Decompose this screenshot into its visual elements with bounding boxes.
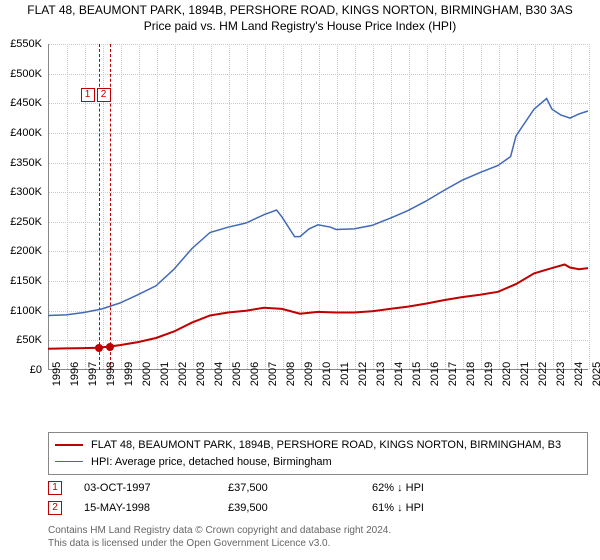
x-axis-label: 1995 [51, 362, 63, 386]
legend-swatch [55, 444, 83, 446]
x-axis-label: 2019 [483, 362, 495, 386]
x-axis-label: 2016 [429, 362, 441, 386]
x-axis-label: 2006 [249, 362, 261, 386]
transaction-date: 15-MAY-1998 [66, 502, 206, 514]
y-axis-label: £300K [10, 186, 42, 198]
transactions-table: 1 03-OCT-1997 £37,500 62% ↓ HPI 2 15-MAY-1998… [48, 478, 588, 518]
x-axis-label: 1996 [69, 362, 81, 386]
x-axis-label: 2003 [195, 362, 207, 386]
x-axis-label: 2024 [573, 362, 585, 386]
y-axis-label: £100K [10, 305, 42, 317]
x-axis-label: 2025 [591, 362, 600, 386]
transaction-price: £39,500 [210, 502, 350, 514]
x-axis-label: 2022 [537, 362, 549, 386]
footer-attribution: Contains HM Land Registry data © Crown c… [48, 524, 588, 550]
y-axis-label: £400K [10, 127, 42, 139]
y-axis-label: £200K [10, 245, 42, 257]
x-axis-label: 2020 [501, 362, 513, 386]
x-axis-label: 1997 [87, 362, 99, 386]
chart-subtitle: Price paid vs. HM Land Registry's House … [0, 19, 600, 37]
x-axis-label: 1999 [123, 362, 135, 386]
transaction-delta: 62% ↓ HPI [354, 482, 494, 494]
x-axis-label: 2002 [177, 362, 189, 386]
legend-label: HPI: Average price, detached house, Birm… [91, 454, 332, 471]
x-axis-label: 2004 [213, 362, 225, 386]
series-flat48 [48, 265, 588, 349]
y-axis-label: £150K [10, 275, 42, 287]
transaction-price: £37,500 [210, 482, 350, 494]
x-axis-label: 2012 [357, 362, 369, 386]
x-axis-label: 2007 [267, 362, 279, 386]
x-axis-label: 2010 [321, 362, 333, 386]
transaction-row: 1 03-OCT-1997 £37,500 62% ↓ HPI [48, 478, 588, 498]
footer-line-1: Contains HM Land Registry data © Crown c… [48, 524, 588, 537]
x-axis-label: 2021 [519, 362, 531, 386]
x-axis-label: 2005 [231, 362, 243, 386]
x-axis-label: 2000 [141, 362, 153, 386]
y-axis-label: £450K [10, 97, 42, 109]
series-hpi [48, 99, 588, 316]
legend-label: FLAT 48, BEAUMONT PARK, 1894B, PERSHORE … [91, 437, 561, 454]
x-axis-label: 2023 [555, 362, 567, 386]
y-axis-label: £0 [30, 364, 42, 376]
gridline-v [589, 44, 590, 369]
x-axis-label: 2013 [375, 362, 387, 386]
x-axis-label: 2009 [303, 362, 315, 386]
legend-swatch [55, 461, 83, 462]
x-axis-label: 2001 [159, 362, 171, 386]
x-axis-label: 2015 [411, 362, 423, 386]
y-axis-label: £550K [10, 38, 42, 50]
transaction-row: 2 15-MAY-1998 £39,500 61% ↓ HPI [48, 498, 588, 518]
y-axis-label: £500K [10, 68, 42, 80]
chart-title: FLAT 48, BEAUMONT PARK, 1894B, PERSHORE … [0, 0, 600, 19]
legend-item: HPI: Average price, detached house, Birm… [55, 454, 581, 471]
transaction-delta: 61% ↓ HPI [354, 502, 494, 514]
footer-line-2: This data is licensed under the Open Gov… [48, 537, 588, 550]
x-axis-label: 2014 [393, 362, 405, 386]
x-axis-label: 2008 [285, 362, 297, 386]
x-axis-label: 2017 [447, 362, 459, 386]
chart-area: 12 £0£50K£100K£150K£200K£250K£300K£350K£… [48, 44, 588, 394]
transaction-id-box: 2 [48, 501, 62, 515]
transaction-date: 03-OCT-1997 [66, 482, 206, 494]
y-axis-label: £50K [16, 334, 42, 346]
x-axis-label: 2018 [465, 362, 477, 386]
transaction-id-box: 1 [48, 481, 62, 495]
x-axis-label: 1998 [105, 362, 117, 386]
y-axis-label: £350K [10, 157, 42, 169]
y-axis-label: £250K [10, 216, 42, 228]
chart-lines-svg [48, 44, 588, 370]
legend-box: FLAT 48, BEAUMONT PARK, 1894B, PERSHORE … [48, 432, 588, 475]
x-axis-label: 2011 [339, 362, 351, 386]
legend-item: FLAT 48, BEAUMONT PARK, 1894B, PERSHORE … [55, 437, 581, 454]
